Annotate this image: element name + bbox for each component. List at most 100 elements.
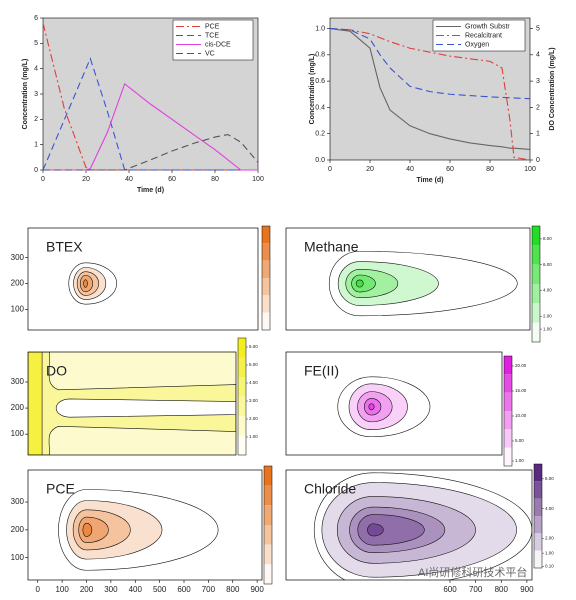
colorbar-tick-label: 6.00 — [545, 476, 554, 481]
y-tick-label: 100 — [11, 429, 25, 438]
contour-level — [368, 403, 375, 411]
colorbar-segment — [534, 533, 542, 551]
legend-label: cis-DCE — [205, 41, 231, 48]
y-tick-label: 200 — [11, 403, 25, 412]
x-tick-label: 60 — [446, 166, 454, 173]
colorbar-tick-label: 20.00 — [515, 363, 527, 368]
colorbar-segment — [238, 357, 246, 377]
x-tick-label: 500 — [153, 585, 167, 594]
y-tick-label: 2 — [34, 116, 38, 123]
colorbar-frame — [263, 465, 273, 585]
x-tick-label: 40 — [125, 176, 133, 183]
colorbar-segment — [264, 544, 272, 565]
contour-plot — [28, 352, 236, 455]
y-tick-label: 3 — [34, 91, 38, 98]
colorbar-frame — [533, 463, 543, 569]
x-axis-label: Time (d) — [416, 177, 443, 184]
x-tick-label: 100 — [524, 166, 536, 173]
colorbar-segment — [504, 356, 512, 375]
x-tick-label: 20 — [82, 176, 90, 183]
y-tick-label: 5 — [34, 40, 38, 47]
colorbar-segment — [534, 550, 542, 568]
colorbar-segment — [262, 278, 270, 296]
colorbar-tick-label: 8.00 — [543, 236, 552, 241]
colorbar-segment — [532, 226, 540, 246]
colorbar-tick-label: 1.00 — [543, 326, 552, 331]
colorbar-segment — [238, 396, 246, 416]
y-tick-label: 100 — [11, 553, 25, 562]
legend-label: PCE — [205, 23, 220, 30]
x-tick-label: 80 — [211, 176, 219, 183]
y-tick-label: 4 — [34, 66, 38, 73]
y-tick-label: 300 — [11, 253, 25, 262]
legend-label: TCE — [205, 32, 219, 39]
colorbar-segment — [534, 481, 542, 499]
colorbar-frame — [531, 225, 541, 343]
y2-tick-label: 1 — [536, 131, 540, 138]
x-tick-label: 0 — [41, 176, 45, 183]
y2-tick-label: 5 — [536, 25, 540, 32]
colorbar-tick-label: 6.00 — [249, 344, 258, 349]
colorbar-segment — [504, 392, 512, 411]
x-tick-label: 100 — [55, 585, 69, 594]
colorbar-segment — [504, 374, 512, 393]
colorbar-tick-label: 6.00 — [543, 262, 552, 267]
contour-level — [83, 279, 88, 288]
y-tick-label: 0.4 — [315, 104, 325, 111]
legend-label: Growth Substr — [465, 23, 510, 30]
y2-tick-label: 4 — [536, 52, 540, 59]
y2-axis-label: DO Concentration (mg/L) — [549, 47, 556, 130]
contour-level — [355, 279, 364, 288]
x-tick-label: 60 — [168, 176, 176, 183]
x-tick-label: 700 — [202, 585, 216, 594]
plot-frame — [285, 227, 531, 331]
contour-plot — [286, 228, 530, 330]
series-line — [329, 27, 531, 151]
colorbar-tick-label: 1.00 — [545, 550, 554, 555]
y-tick-label: 200 — [11, 525, 25, 534]
x-tick-label: 700 — [469, 585, 483, 594]
x-tick-label: 0 — [328, 166, 332, 173]
panel-title: Methane — [304, 239, 359, 255]
x-axis-label: Time (d) — [137, 187, 164, 194]
colorbar-segment — [262, 243, 270, 261]
plot-area — [28, 228, 258, 330]
y-tick-label: 300 — [11, 377, 25, 386]
colorbar-tick-label: 2.00 — [545, 535, 554, 540]
x-tick-label: 900 — [520, 585, 534, 594]
x-tick-label: 0 — [36, 585, 41, 594]
colorbar-tick-label: 3.00 — [249, 398, 258, 403]
contour-level — [357, 514, 425, 546]
x-tick-label: 900 — [250, 585, 264, 594]
plot-frame — [285, 351, 503, 456]
contour-plot — [28, 228, 258, 330]
colorbar-segment — [264, 466, 272, 486]
y-tick-label: 0.2 — [315, 131, 325, 138]
colorbar-segment — [238, 416, 246, 436]
colorbar-tick-label: 10.00 — [515, 413, 527, 418]
colorbar-tick-label: 5.00 — [515, 438, 524, 443]
contour-plot — [28, 470, 262, 580]
colorbar-tick-label: 15.00 — [515, 388, 527, 393]
colorbar-tick-label: 0.10 — [545, 564, 554, 569]
y-tick-label: 200 — [11, 279, 25, 288]
colorbar-tick-label: 2.00 — [249, 416, 258, 421]
y-tick-label: 0.6 — [315, 78, 325, 85]
colorbar-frame — [237, 337, 247, 456]
x-tick-label: 400 — [129, 585, 143, 594]
series-line — [43, 82, 258, 171]
x-tick-label: 100 — [252, 176, 264, 183]
contour-level — [82, 522, 93, 537]
colorbar-segment — [264, 485, 272, 506]
watermark: AI尚研修科研技术平台 — [418, 565, 527, 579]
colorbar-segment — [262, 260, 270, 278]
colorbar-segment — [532, 245, 540, 265]
plot-frame — [27, 469, 263, 581]
colorbar-segment — [238, 435, 246, 455]
x-tick-label: 600 — [177, 585, 191, 594]
y-axis-label: Concentration (mg/L) — [309, 54, 316, 125]
legend-label: VC — [205, 50, 215, 57]
colorbar-segment — [534, 464, 542, 482]
x-tick-label: 800 — [226, 585, 240, 594]
colorbar-tick-label: 5.00 — [249, 362, 258, 367]
